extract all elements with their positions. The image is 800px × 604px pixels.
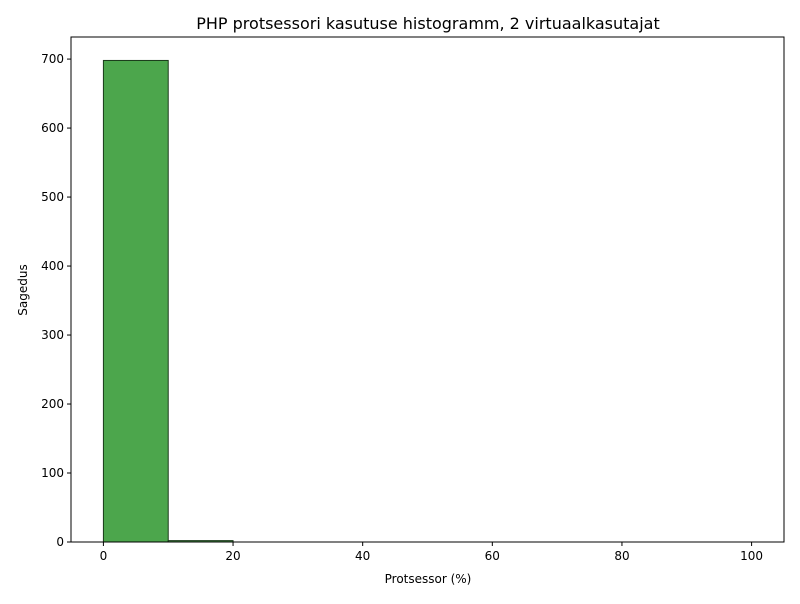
x-tick-label: 60 — [485, 549, 500, 563]
y-tick-label: 300 — [41, 328, 64, 342]
y-tick-label: 100 — [41, 466, 64, 480]
y-tick-label: 700 — [41, 52, 64, 66]
y-tick-label: 600 — [41, 121, 64, 135]
plot-area — [70, 36, 785, 543]
y-axis: 0 100 200 300 400 500 600 700 — [41, 52, 71, 549]
x-tick-label: 40 — [355, 549, 370, 563]
chart-title: PHP protsessori kasutuse histogramm, 2 v… — [196, 14, 660, 33]
x-axis-label: Protsessor (%) — [385, 572, 472, 586]
x-tick-label: 0 — [100, 549, 108, 563]
y-tick-label: 500 — [41, 190, 64, 204]
x-axis: 0 20 40 60 80 100 — [100, 542, 763, 563]
y-tick-label: 0 — [56, 535, 64, 549]
x-tick-label: 80 — [614, 549, 629, 563]
histogram-bar-0 — [102, 59, 169, 543]
y-axis-label: Sagedus — [16, 264, 30, 315]
x-tick-label: 20 — [225, 549, 240, 563]
plot-frame — [70, 36, 785, 543]
y-tick-label: 400 — [41, 259, 64, 273]
y-tick-label: 200 — [41, 397, 64, 411]
x-tick-label: 100 — [740, 549, 763, 563]
